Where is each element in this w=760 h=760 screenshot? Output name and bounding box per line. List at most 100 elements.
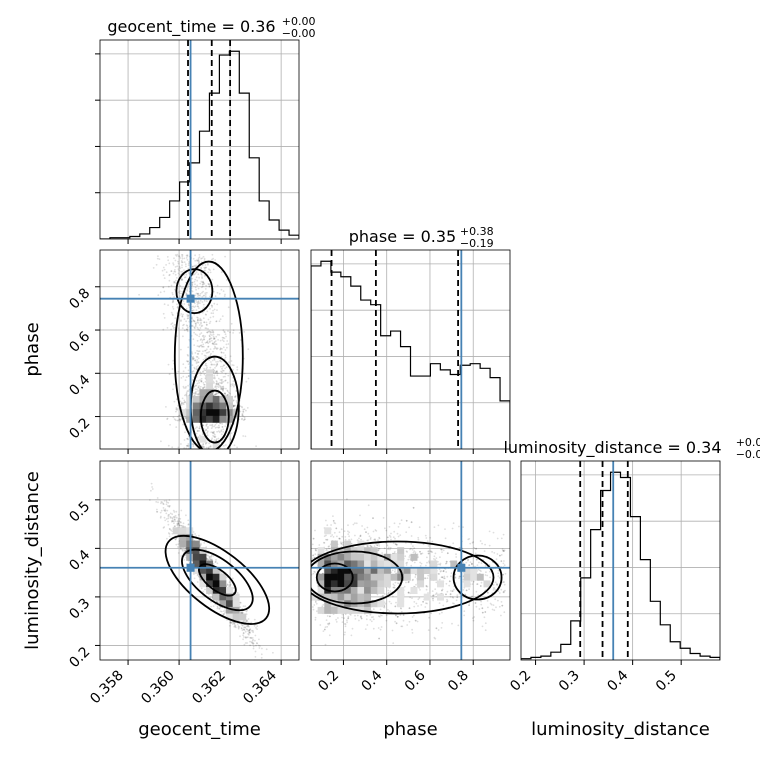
scatter-point <box>191 364 194 366</box>
scatter-point <box>233 622 236 625</box>
scatter-point <box>233 405 236 407</box>
scatter-point <box>252 647 255 650</box>
scatter-point <box>196 382 199 385</box>
scatter-point <box>229 583 232 586</box>
scatter-point <box>242 435 245 437</box>
scatter-point <box>220 271 223 274</box>
scatter-point <box>236 366 239 368</box>
histogram-bin <box>440 370 450 449</box>
scatter-point <box>180 348 182 351</box>
scatter-point <box>224 367 227 370</box>
scatter-point <box>208 338 211 341</box>
scatter-point <box>178 266 181 268</box>
scatter-point <box>218 431 221 434</box>
scatter-point <box>151 486 154 488</box>
scatter-point <box>229 355 232 358</box>
scatter-point <box>197 365 200 367</box>
scatter-point <box>160 502 162 505</box>
scatter-point <box>223 337 226 340</box>
scatter-point <box>216 381 218 383</box>
scatter-point <box>213 425 216 428</box>
scatter-point <box>203 373 206 376</box>
scatter-point <box>191 317 194 320</box>
scatter-point <box>209 320 212 323</box>
scatter-point <box>210 427 213 430</box>
scatter-point <box>248 631 251 634</box>
scatter-point <box>197 259 200 262</box>
scatter-point <box>225 335 228 338</box>
scatter-point <box>155 263 158 266</box>
density-cell <box>219 395 227 403</box>
scatter-point <box>192 358 194 361</box>
scatter-point <box>167 514 170 516</box>
scatter-point <box>196 260 199 262</box>
scatter-point <box>200 274 203 276</box>
scatter-point <box>172 300 174 303</box>
scatter-point <box>221 339 224 341</box>
scatter-point <box>162 312 165 315</box>
scatter-point <box>194 391 197 394</box>
scatter-point <box>195 379 198 382</box>
scatter-point <box>184 431 186 434</box>
scatter-point <box>181 254 184 256</box>
scatter-point <box>227 306 230 309</box>
scatter-point <box>213 302 216 305</box>
scatter-point <box>197 390 199 392</box>
scatter-point <box>250 637 253 639</box>
scatter-point <box>233 444 236 447</box>
scatter-point <box>232 368 234 371</box>
scatter-point <box>159 511 162 514</box>
scatter-point <box>224 333 227 336</box>
scatter-point <box>218 292 221 295</box>
scatter-point <box>216 309 218 311</box>
scatter-point <box>241 418 243 421</box>
scatter-point <box>162 503 165 506</box>
scatter-point <box>212 335 215 338</box>
scatter-point <box>216 562 219 565</box>
scatter-point <box>221 423 224 425</box>
scatter-point <box>217 377 220 380</box>
scatter-point <box>182 324 184 327</box>
scatter-point <box>215 320 218 323</box>
scatter-point <box>211 329 214 332</box>
scatter-point <box>212 333 215 336</box>
scatter-point <box>232 329 235 332</box>
scatter-point <box>210 556 212 558</box>
scatter-point <box>203 306 205 309</box>
scatter-point <box>209 596 212 599</box>
scatter-point <box>206 431 209 434</box>
scatter-point <box>202 334 205 337</box>
scatter-point <box>203 354 206 357</box>
scatter-point <box>208 338 211 340</box>
scatter-point <box>167 532 170 534</box>
scatter-point <box>222 380 225 383</box>
scatter-point <box>204 327 207 329</box>
scatter-point <box>208 555 211 558</box>
scatter-point <box>166 327 169 329</box>
scatter-point <box>193 577 196 580</box>
scatter-point <box>182 403 185 406</box>
scatter-point <box>185 320 188 323</box>
scatter-point <box>211 306 214 308</box>
scatter-point <box>196 356 199 358</box>
scatter-point <box>203 338 206 341</box>
scatter-point <box>205 367 208 370</box>
scatter-point <box>200 257 203 260</box>
scatter-point <box>195 299 197 302</box>
scatter-point <box>211 359 214 362</box>
scatter-point <box>183 323 185 326</box>
scatter-point <box>202 345 205 348</box>
scatter-point <box>200 271 203 274</box>
scatter-point <box>164 509 167 512</box>
scatter-point <box>203 321 206 324</box>
scatter-point <box>205 356 208 359</box>
scatter-point <box>175 279 177 282</box>
scatter-point <box>171 368 174 370</box>
scatter-point <box>182 370 185 373</box>
scatter-point <box>203 336 205 339</box>
scatter-point <box>187 384 190 387</box>
scatter-point <box>168 533 171 535</box>
scatter-point <box>228 584 231 587</box>
scatter-point <box>212 555 215 557</box>
scatter-point <box>177 523 179 526</box>
